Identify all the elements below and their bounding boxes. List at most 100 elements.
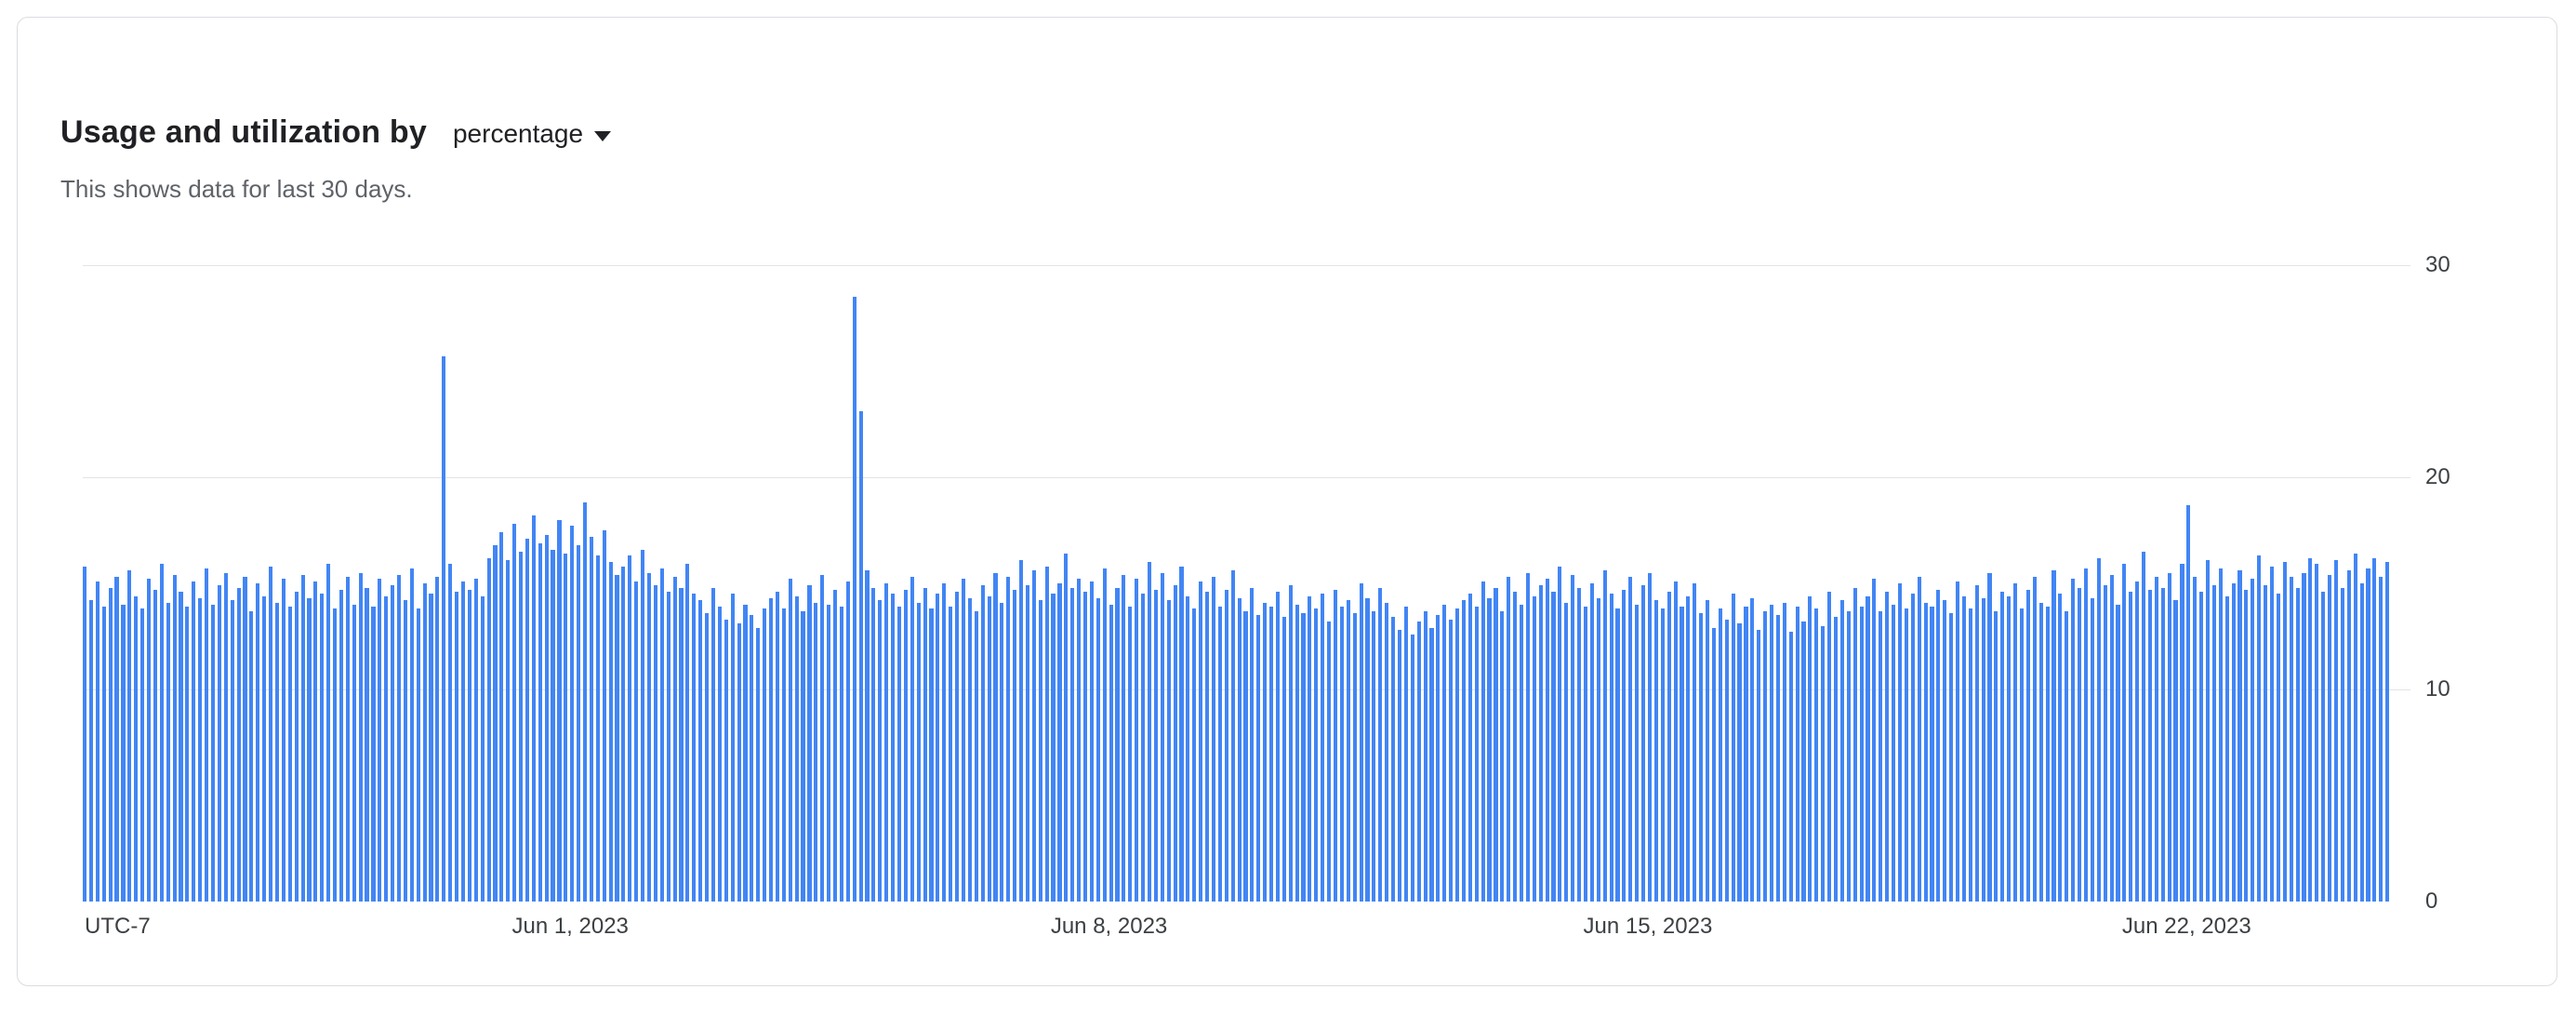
metric-dropdown[interactable]: percentage bbox=[453, 119, 612, 149]
bar bbox=[538, 542, 542, 902]
bar bbox=[1814, 608, 1819, 902]
bar bbox=[294, 592, 299, 902]
bar bbox=[1711, 627, 1717, 902]
bar bbox=[570, 526, 575, 902]
bar bbox=[1788, 632, 1793, 902]
bar bbox=[1724, 619, 1729, 902]
bar bbox=[531, 515, 536, 902]
bar bbox=[2090, 597, 2094, 902]
bar bbox=[949, 607, 953, 902]
bar bbox=[159, 564, 164, 902]
bar bbox=[794, 595, 799, 902]
bar bbox=[1147, 562, 1152, 902]
bar bbox=[467, 589, 471, 902]
bar bbox=[2038, 602, 2043, 902]
bar bbox=[2186, 504, 2191, 902]
bar bbox=[2264, 585, 2268, 902]
bar bbox=[1160, 572, 1164, 902]
bar bbox=[730, 594, 735, 902]
bar bbox=[871, 587, 876, 902]
bar bbox=[1064, 554, 1069, 902]
bar bbox=[2282, 562, 2287, 902]
bar bbox=[519, 551, 524, 902]
bar bbox=[1602, 570, 1607, 902]
bar bbox=[582, 502, 588, 902]
bar bbox=[852, 297, 856, 902]
bar bbox=[1904, 608, 1908, 902]
bar bbox=[2385, 562, 2390, 902]
bar bbox=[1545, 579, 1549, 902]
bar bbox=[1577, 587, 1582, 902]
bar bbox=[1423, 610, 1427, 902]
bar bbox=[1135, 579, 1139, 902]
chevron-down-icon bbox=[594, 130, 612, 141]
bar bbox=[396, 574, 402, 902]
bar bbox=[442, 356, 446, 902]
bar bbox=[1474, 607, 1479, 902]
bar bbox=[371, 607, 376, 902]
bar bbox=[2224, 595, 2229, 902]
bar bbox=[961, 579, 966, 902]
bar bbox=[1897, 583, 1903, 902]
bar bbox=[2218, 568, 2223, 902]
bar bbox=[1833, 617, 1839, 902]
bar bbox=[1301, 612, 1306, 902]
bar bbox=[2109, 574, 2114, 902]
bar bbox=[506, 559, 511, 902]
bar bbox=[2359, 583, 2364, 902]
bar bbox=[300, 574, 305, 902]
bar bbox=[210, 604, 216, 902]
bar bbox=[2302, 572, 2306, 902]
timezone-label: UTC-7 bbox=[85, 914, 151, 939]
bar bbox=[589, 536, 593, 902]
bar bbox=[2276, 594, 2280, 902]
bar bbox=[127, 570, 132, 902]
bar bbox=[108, 587, 113, 902]
bar bbox=[1693, 583, 1697, 902]
bar bbox=[198, 597, 203, 902]
bar bbox=[2154, 577, 2158, 902]
bar bbox=[775, 592, 780, 902]
bar bbox=[1750, 597, 1755, 902]
bar bbox=[1769, 604, 1774, 902]
bar bbox=[763, 608, 767, 902]
bar bbox=[455, 592, 459, 902]
bar bbox=[1018, 559, 1024, 902]
bar bbox=[88, 600, 94, 902]
bar bbox=[2295, 587, 2300, 902]
bar bbox=[179, 592, 183, 902]
bar bbox=[1879, 610, 1883, 902]
bar bbox=[1872, 579, 1877, 902]
bar bbox=[1173, 585, 1177, 902]
y-axis-label: 0 bbox=[2425, 889, 2438, 914]
bar bbox=[2000, 592, 2005, 902]
bar bbox=[2269, 566, 2275, 902]
bar bbox=[1275, 592, 1280, 902]
bar bbox=[845, 581, 850, 902]
bar bbox=[1775, 615, 1780, 902]
gridline bbox=[83, 265, 2410, 266]
bar bbox=[1070, 587, 1075, 902]
bar bbox=[172, 574, 177, 902]
bar bbox=[1000, 602, 1004, 902]
bar bbox=[1782, 602, 1786, 902]
bar bbox=[2045, 607, 2050, 902]
bar bbox=[1416, 621, 1421, 902]
bar bbox=[1635, 604, 1640, 902]
bar bbox=[698, 600, 703, 902]
bar bbox=[2129, 592, 2133, 902]
bar bbox=[2173, 600, 2178, 902]
bar bbox=[1365, 597, 1370, 902]
bar bbox=[878, 600, 883, 902]
bar bbox=[705, 612, 710, 902]
bar bbox=[551, 549, 555, 902]
bar bbox=[332, 608, 338, 902]
bar bbox=[1230, 570, 1235, 902]
bar bbox=[1333, 589, 1338, 902]
bar bbox=[1705, 600, 1710, 902]
bar bbox=[1013, 589, 1017, 902]
bar bbox=[1397, 630, 1402, 902]
bar bbox=[1757, 630, 1761, 902]
bar bbox=[1930, 607, 1934, 902]
bar bbox=[1281, 617, 1286, 902]
